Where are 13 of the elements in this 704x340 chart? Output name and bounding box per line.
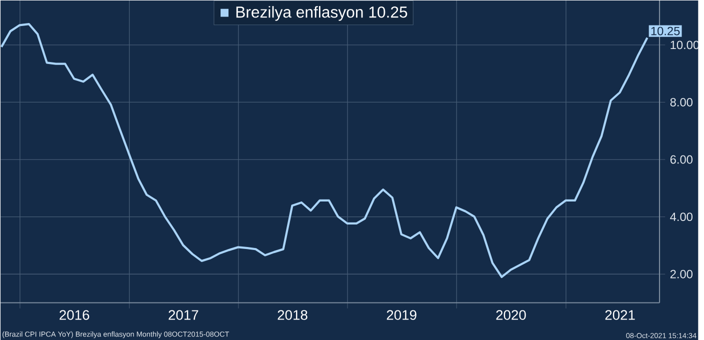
x-tick-label: 2021	[605, 310, 635, 320]
x-tick-label: 2019	[386, 310, 416, 320]
line-series	[0, 22, 648, 278]
y-tick-label: 6.00	[670, 155, 693, 164]
x-tick-label: 2017	[168, 310, 198, 320]
y-tick-label: 8.00	[670, 98, 693, 106]
y-tick-label: 2.00	[670, 270, 693, 278]
x-tick-label: 2016	[60, 310, 90, 320]
legend-label: Brezilya enflasyon 10.25	[236, 6, 408, 21]
x-tick-label: 2020	[496, 310, 526, 320]
x-tick-label: 2018	[278, 310, 308, 320]
annotation: 10.25	[651, 26, 680, 36]
y-tick-label: 4.00	[670, 212, 693, 221]
